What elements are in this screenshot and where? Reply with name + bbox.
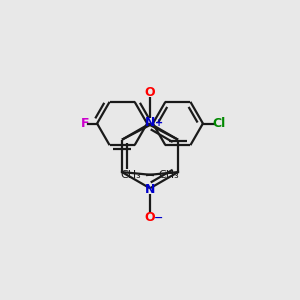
Text: +: + bbox=[155, 118, 164, 128]
Text: Cl: Cl bbox=[212, 117, 226, 130]
Text: O: O bbox=[145, 211, 155, 224]
Text: N: N bbox=[145, 116, 155, 128]
Text: O: O bbox=[145, 86, 155, 99]
Text: CH₃: CH₃ bbox=[121, 170, 141, 180]
Text: F: F bbox=[80, 117, 89, 130]
Text: N: N bbox=[145, 183, 155, 196]
Text: CH₃: CH₃ bbox=[159, 170, 179, 180]
Text: −: − bbox=[154, 213, 163, 223]
